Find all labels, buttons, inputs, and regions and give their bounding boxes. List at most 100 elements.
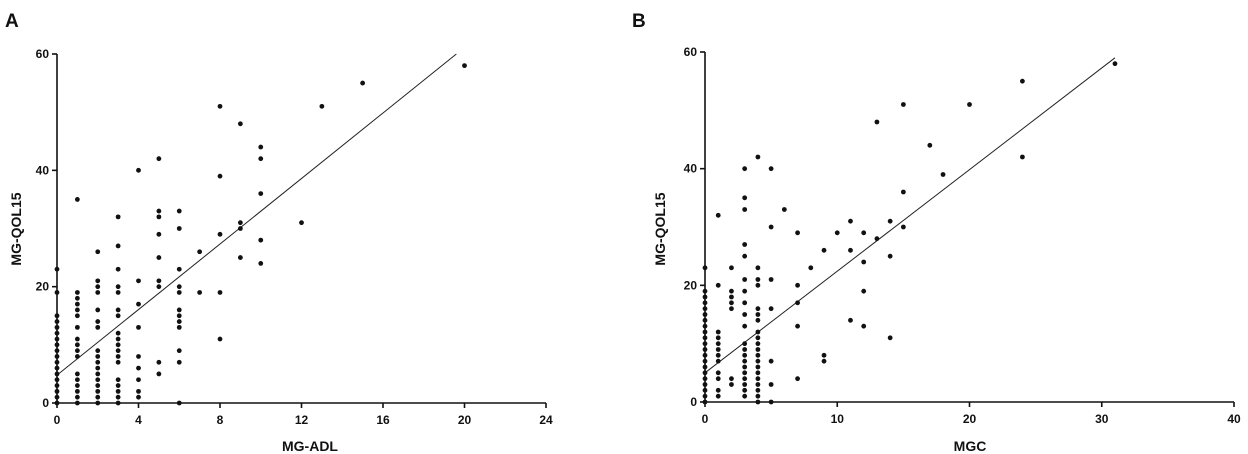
data-point (54, 324, 60, 330)
data-point (742, 195, 748, 201)
data-point (900, 189, 906, 195)
data-point (115, 359, 121, 365)
data-point (176, 208, 182, 214)
data-point (715, 341, 721, 347)
data-point (156, 208, 162, 214)
data-point (54, 377, 60, 383)
x-tick-label: 4 (135, 413, 142, 427)
data-point (702, 399, 708, 405)
data-point (95, 365, 101, 371)
data-point (115, 307, 121, 313)
data-point (54, 336, 60, 342)
data-point (861, 230, 867, 236)
data-point (755, 352, 761, 358)
panel-b-fit (704, 57, 1116, 374)
data-point (74, 348, 80, 354)
data-point (715, 387, 721, 393)
data-point (821, 358, 827, 364)
data-point (156, 371, 162, 377)
data-point (729, 265, 734, 271)
data-point (74, 197, 80, 202)
data-point (1020, 78, 1025, 84)
data-point (742, 370, 748, 376)
data-point (715, 282, 721, 288)
y-tick-label: 20 (684, 278, 698, 292)
data-point (729, 294, 734, 300)
data-point (217, 231, 223, 237)
data-point (755, 376, 761, 382)
data-point (742, 253, 748, 259)
x-tick-label: 20 (963, 412, 977, 426)
data-point (156, 278, 162, 284)
data-point (156, 284, 162, 290)
data-point (755, 317, 761, 323)
data-point (781, 207, 787, 212)
data-point (742, 242, 748, 247)
data-point (742, 387, 748, 393)
data-point (729, 306, 734, 312)
data-point (115, 336, 121, 342)
data-point (702, 300, 708, 306)
data-point (755, 399, 761, 405)
x-tick-label: 40 (1227, 412, 1241, 426)
data-point (742, 393, 748, 399)
x-tick-label: 0 (54, 413, 61, 427)
data-point (715, 393, 721, 399)
data-point (95, 371, 101, 377)
data-point (176, 307, 182, 313)
data-point (702, 364, 708, 370)
data-point (95, 290, 101, 295)
data-point (54, 354, 60, 359)
data-point (217, 336, 223, 342)
data-point (54, 342, 60, 348)
data-point (795, 300, 800, 306)
data-point (742, 300, 748, 306)
data-point (967, 102, 972, 107)
data-point (217, 290, 223, 295)
x-tick-label: 0 (702, 412, 709, 426)
data-point (742, 323, 748, 329)
data-point (54, 371, 60, 377)
data-point (54, 266, 60, 272)
data-point (258, 144, 264, 150)
data-point (702, 393, 708, 399)
data-point (462, 63, 467, 69)
data-point (54, 400, 60, 406)
panel-a-points (54, 63, 467, 406)
data-point (742, 364, 748, 370)
data-point (742, 288, 748, 294)
data-point (755, 347, 761, 352)
data-point (742, 207, 748, 212)
data-point (258, 156, 264, 162)
data-point (176, 319, 182, 324)
data-point (95, 284, 101, 290)
data-point (95, 324, 101, 330)
data-point (702, 341, 708, 347)
regression-line (56, 53, 457, 376)
panel-b-label: B (632, 11, 646, 32)
data-point (821, 352, 827, 358)
panel-b: B 0 10 20 30 40 0 20 40 60 MGC MG-QOL15 (632, 11, 1241, 454)
data-point (54, 319, 60, 324)
data-point (74, 295, 80, 301)
data-point (74, 301, 80, 307)
panel-b-y-axis-title: MG-QOL15 (652, 192, 668, 265)
data-point (95, 307, 101, 313)
data-point (156, 255, 162, 260)
data-point (795, 282, 800, 288)
data-point (115, 377, 121, 383)
data-point (715, 335, 721, 341)
panel-a-y-axis-title: MG-QOL15 (8, 192, 24, 265)
data-point (755, 387, 761, 393)
data-point (115, 284, 121, 290)
data-point (755, 265, 761, 271)
y-tick-label: 20 (36, 280, 50, 294)
data-point (768, 382, 774, 387)
data-point (115, 388, 121, 394)
data-point (176, 284, 182, 290)
data-point (156, 214, 162, 220)
data-point (197, 249, 203, 255)
data-point (715, 352, 721, 358)
data-point (887, 335, 893, 341)
